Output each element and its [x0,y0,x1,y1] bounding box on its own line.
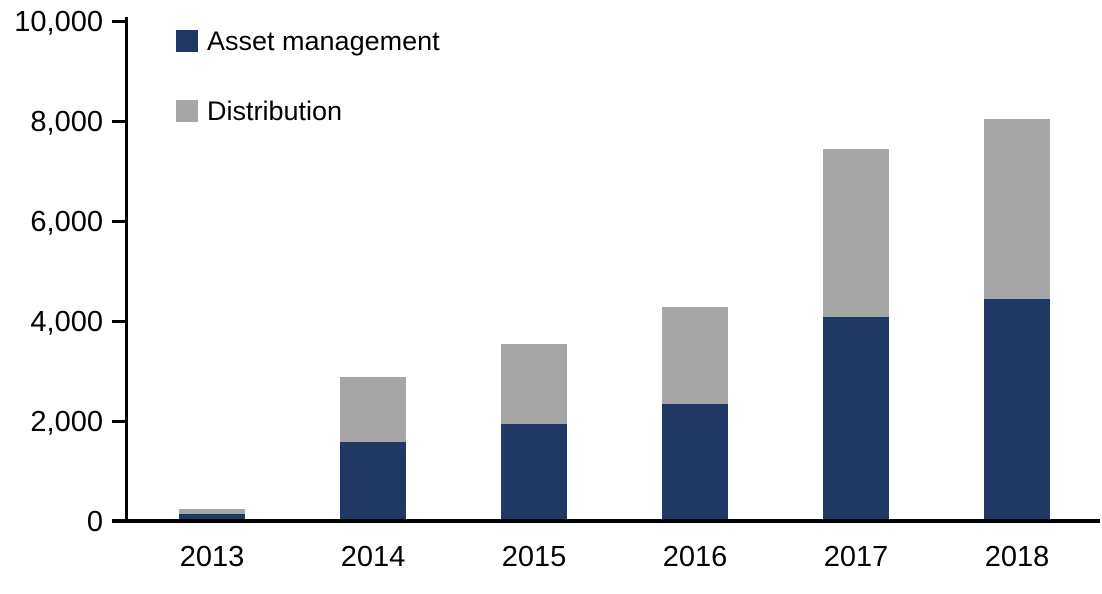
bar-2016-distribution [662,306,728,404]
y-tick [112,320,128,323]
y-tick [112,220,128,223]
legend-label-asset-management: Asset management [207,26,440,56]
x-axis-label-2016: 2016 [662,541,728,573]
x-axis-label-2013: 2013 [179,541,245,573]
bar-2018-asset-management [984,299,1050,519]
legend-item-asset-management: Asset management [176,26,440,56]
y-tick [112,120,128,123]
bar-2015-distribution [501,344,567,424]
bar-2018-distribution [984,119,1050,299]
y-axis-tick-label: 4,000 [30,306,103,338]
y-axis-tick-label: 10,000 [14,6,103,38]
y-axis-tick-label: 0 [86,506,103,538]
y-tick [112,20,128,23]
x-axis-label-2015: 2015 [501,541,567,573]
y-tick [112,420,128,423]
legend-swatch-distribution [176,100,198,122]
bar-2017-distribution [823,149,889,317]
legend-label-distribution: Distribution [207,96,343,126]
bar-2014-distribution [340,376,406,442]
y-axis-line [125,17,128,523]
bar-2013-distribution [179,509,245,514]
bar-2016-asset-management [662,404,728,519]
legend-swatch-asset-management [176,30,198,52]
x-axis-label-2017: 2017 [823,541,889,573]
x-axis-label-2018: 2018 [984,541,1050,573]
y-axis-tick-label: 6,000 [30,206,103,238]
bar-2014-asset-management [340,441,406,519]
bar-2015-asset-management [501,424,567,519]
x-axis-label-2014: 2014 [340,541,406,573]
y-axis-tick-label: 2,000 [30,406,103,438]
y-axis-tick-label: 8,000 [30,106,103,138]
legend-item-distribution: Distribution [176,96,342,126]
bar-2017-asset-management [823,316,889,519]
bar-2013-asset-management [179,514,245,519]
x-axis-line [112,519,1100,523]
